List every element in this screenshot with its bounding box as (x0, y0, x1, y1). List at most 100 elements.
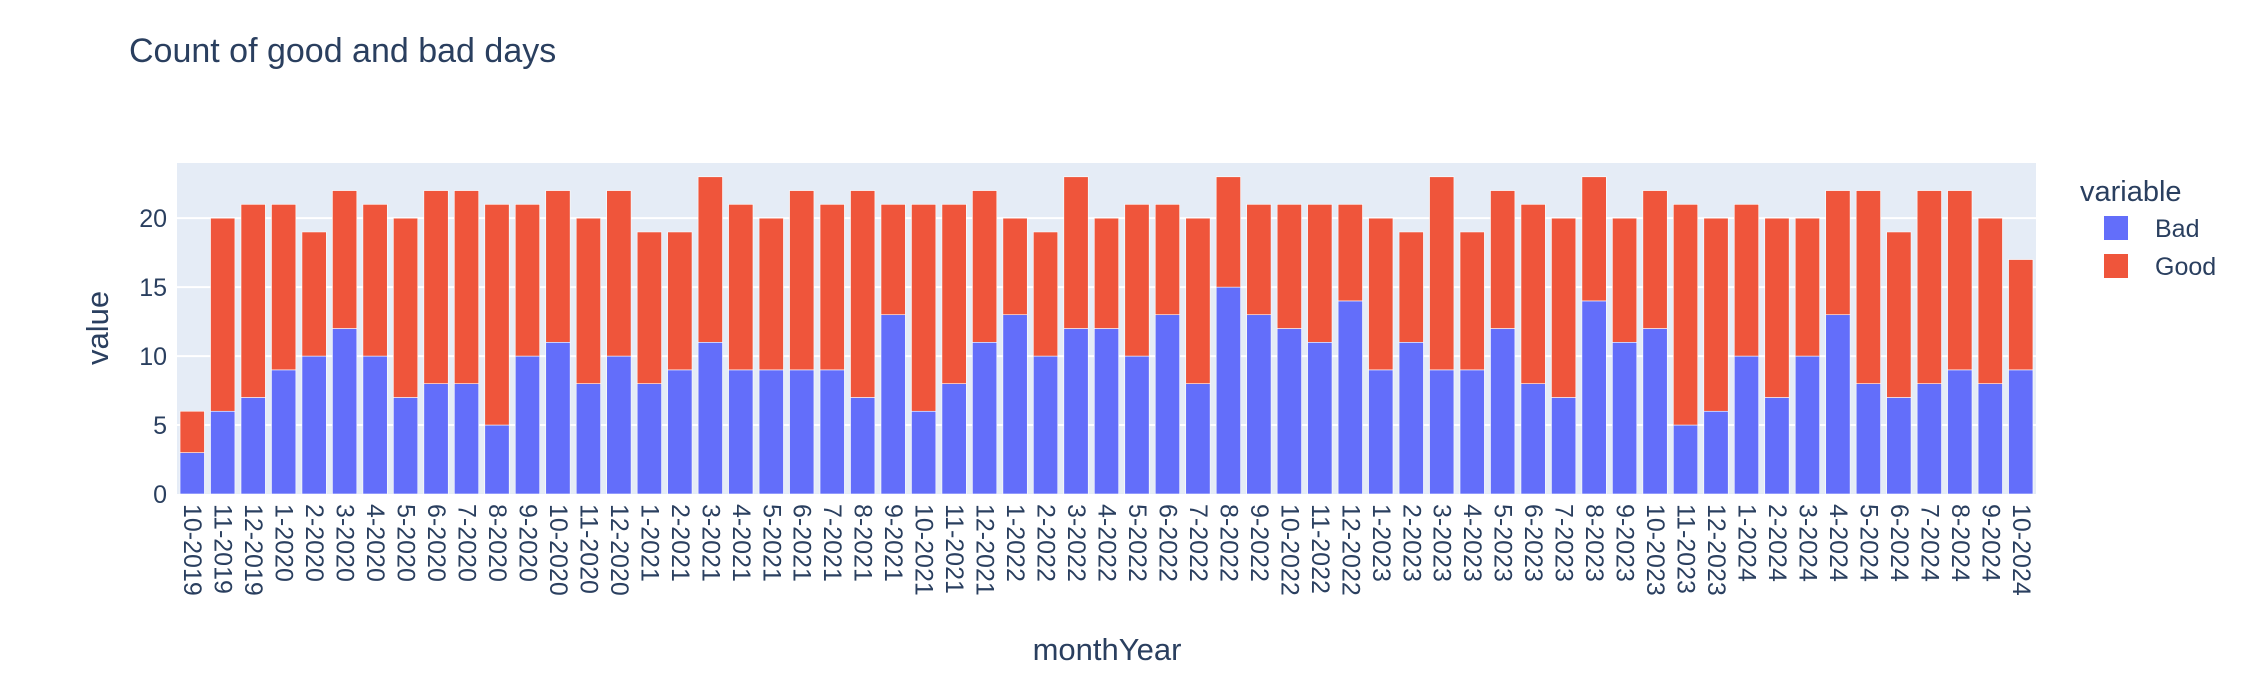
bar-good[interactable] (1215, 176, 1241, 288)
bar-good[interactable] (393, 217, 419, 398)
bar-good[interactable] (606, 190, 632, 357)
bar-good[interactable] (1551, 217, 1577, 398)
bar-good[interactable] (1490, 190, 1516, 329)
bar-bad[interactable] (1429, 369, 1455, 495)
bar-bad[interactable] (271, 369, 297, 495)
bar-bad[interactable] (301, 355, 327, 495)
legend[interactable]: variable Bad Good (2080, 176, 2216, 281)
bar-bad[interactable] (1520, 383, 1546, 495)
bar-bad[interactable] (1002, 314, 1028, 495)
bar-good[interactable] (758, 217, 784, 371)
bar-bad[interactable] (972, 341, 998, 495)
bar-good[interactable] (636, 231, 662, 384)
bar-good[interactable] (423, 190, 449, 384)
bar-good[interactable] (362, 204, 388, 357)
bar-good[interactable] (1886, 231, 1912, 398)
bar-good[interactable] (2008, 259, 2034, 371)
bar-good[interactable] (1855, 190, 1881, 384)
bar-bad[interactable] (1612, 341, 1638, 495)
bar-bad[interactable] (819, 369, 845, 495)
bar-good[interactable] (850, 190, 876, 398)
bar-bad[interactable] (1794, 355, 1820, 495)
bar-bad[interactable] (728, 369, 754, 495)
bar-good[interactable] (1368, 217, 1394, 371)
bar-good[interactable] (1764, 217, 1790, 398)
bar-bad[interactable] (1246, 314, 1272, 495)
bar-good[interactable] (240, 204, 266, 398)
bar-bad[interactable] (667, 369, 693, 495)
bar-good[interactable] (1977, 217, 2003, 384)
bar-bad[interactable] (1276, 328, 1302, 495)
bar-good[interactable] (789, 190, 815, 371)
bar-good[interactable] (179, 410, 205, 453)
bar-bad[interactable] (1855, 383, 1881, 495)
bar-good[interactable] (728, 204, 754, 371)
bar-good[interactable] (1916, 190, 1942, 384)
bar-good[interactable] (301, 231, 327, 357)
bar-bad[interactable] (1825, 314, 1851, 495)
bar-good[interactable] (1612, 217, 1638, 343)
bar-bad[interactable] (1459, 369, 1485, 495)
bar-good[interactable] (332, 190, 358, 329)
bar-bad[interactable] (1581, 300, 1607, 495)
bar-bad[interactable] (179, 452, 205, 495)
bar-good[interactable] (454, 190, 480, 384)
bar-good[interactable] (1581, 176, 1607, 302)
bar-good[interactable] (1947, 190, 1973, 371)
bar-good[interactable] (1124, 204, 1150, 357)
bar-good[interactable] (1307, 204, 1333, 343)
bar-bad[interactable] (606, 355, 632, 495)
bar-bad[interactable] (697, 341, 723, 495)
bar-bad[interactable] (758, 369, 784, 495)
bar-bad[interactable] (1673, 424, 1699, 495)
bar-bad[interactable] (850, 397, 876, 495)
bar-good[interactable] (1733, 204, 1759, 357)
bar-bad[interactable] (1916, 383, 1942, 495)
bar-bad[interactable] (911, 410, 937, 495)
bar-bad[interactable] (1703, 410, 1729, 495)
bar-good[interactable] (667, 231, 693, 371)
bar-bad[interactable] (2008, 369, 2034, 495)
bar-bad[interactable] (1154, 314, 1180, 495)
bar-bad[interactable] (1490, 328, 1516, 495)
bar-bad[interactable] (1947, 369, 1973, 495)
bar-bad[interactable] (1033, 355, 1059, 495)
bar-good[interactable] (1459, 231, 1485, 371)
bar-good[interactable] (1063, 176, 1089, 329)
bar-good[interactable] (880, 204, 906, 316)
bar-good[interactable] (972, 190, 998, 343)
bar-bad[interactable] (1337, 300, 1363, 495)
bar-good[interactable] (911, 204, 937, 412)
bar-good[interactable] (210, 217, 236, 412)
bar-bad[interactable] (575, 383, 601, 495)
bar-bad[interactable] (1368, 369, 1394, 495)
bar-bad[interactable] (941, 383, 967, 495)
legend-label-good[interactable]: Good (2155, 253, 2216, 281)
bar-bad[interactable] (1551, 397, 1577, 495)
bar-good[interactable] (1337, 204, 1363, 302)
bar-good[interactable] (1429, 176, 1455, 371)
bar-good[interactable] (545, 190, 571, 343)
bar-bad[interactable] (1398, 341, 1424, 495)
bar-bad[interactable] (1642, 328, 1668, 495)
bar-bad[interactable] (454, 383, 480, 495)
bar-bad[interactable] (1215, 286, 1241, 495)
bar-good[interactable] (1794, 217, 1820, 357)
bar-bad[interactable] (545, 341, 571, 495)
bar-good[interactable] (1246, 204, 1272, 316)
bar-bad[interactable] (423, 383, 449, 495)
bar-good[interactable] (941, 204, 967, 384)
bar-good[interactable] (1673, 204, 1699, 426)
bar-bad[interactable] (1733, 355, 1759, 495)
bar-good[interactable] (1825, 190, 1851, 316)
bar-bad[interactable] (1977, 383, 2003, 495)
bar-good[interactable] (1642, 190, 1668, 329)
bar-bad[interactable] (1124, 355, 1150, 495)
bar-bad[interactable] (484, 424, 510, 495)
bar-bad[interactable] (880, 314, 906, 495)
legend-swatch-good[interactable] (2104, 254, 2128, 278)
bar-good[interactable] (1185, 217, 1211, 384)
bar-good[interactable] (1520, 204, 1546, 384)
legend-swatch-bad[interactable] (2104, 216, 2128, 240)
bar-bad[interactable] (362, 355, 388, 495)
